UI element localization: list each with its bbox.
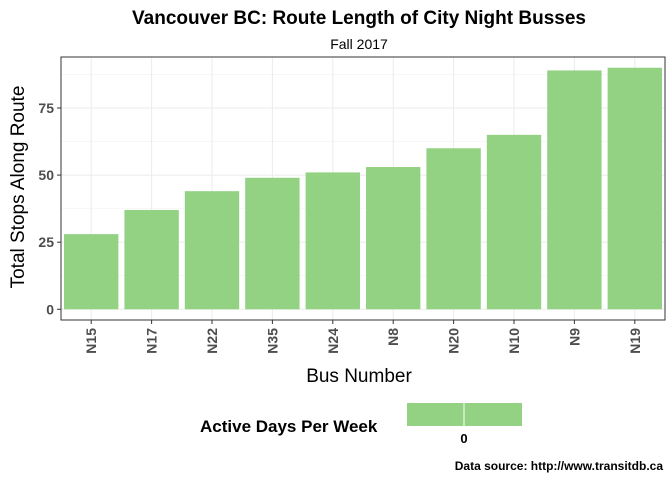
bar-n19 (607, 67, 662, 310)
bar-n8 (366, 167, 421, 310)
bar-n22 (184, 191, 240, 310)
x-tick-label-n35: N35 (264, 328, 280, 354)
x-tick-label-n20: N20 (446, 328, 462, 354)
bar-n24 (305, 172, 360, 310)
chart-title: Vancouver BC: Route Length of City Night… (132, 8, 586, 29)
y-tick-label: 0 (46, 301, 54, 317)
bar-n9 (547, 70, 602, 310)
x-tick-label-n10: N10 (506, 328, 522, 354)
bar-n17 (124, 209, 179, 310)
data-source-caption: Data source: http://www.transitdb.ca (455, 459, 664, 473)
x-tick-label-n8: N8 (385, 328, 401, 346)
legend-title: Active Days Per Week (200, 417, 378, 436)
bar-n20 (426, 148, 481, 310)
plot-border (60, 56, 666, 321)
legend-label: 0 (460, 431, 467, 446)
x-tick-label-n15: N15 (83, 328, 99, 354)
y-tick-label: 25 (38, 234, 54, 250)
y-axis-title: Total Stops Along Route (8, 86, 29, 289)
x-axis: N15 N17 N22 N35 N24 N8 N20 N10 N9 N19 (83, 320, 643, 354)
x-tick-label-n22: N22 (204, 328, 220, 354)
x-tick-label-n9: N9 (566, 328, 582, 346)
bar-n15 (64, 234, 119, 310)
chart-subtitle: Fall 2017 (330, 36, 388, 52)
bar-n35 (245, 177, 300, 310)
x-axis-title: Bus Number (306, 366, 412, 387)
x-tick-label-n24: N24 (325, 328, 341, 354)
legend: Active Days Per Week 0 (200, 403, 522, 446)
y-axis: 0 25 50 75 (38, 100, 61, 317)
bar-n10 (486, 134, 542, 310)
bars (64, 67, 662, 310)
x-tick-label-n19: N19 (627, 328, 643, 354)
y-tick-label: 50 (38, 167, 54, 183)
x-tick-label-n17: N17 (144, 328, 160, 354)
y-tick-label: 75 (38, 100, 54, 116)
